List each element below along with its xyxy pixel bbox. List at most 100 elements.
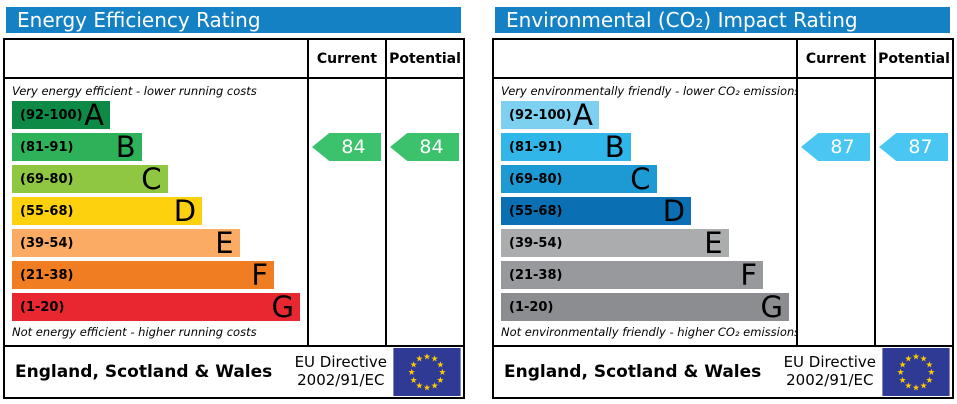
band-row-a: (92-100) A bbox=[12, 97, 110, 132]
current-column-header: Current bbox=[796, 40, 874, 77]
svg-text:★: ★ bbox=[899, 360, 907, 370]
eu-directive-label: EU Directive 2002/91/EC bbox=[295, 354, 387, 389]
svg-text:★: ★ bbox=[897, 368, 905, 378]
band-range-label: (1-20) bbox=[20, 299, 65, 315]
band-row-a: (92-100) A bbox=[501, 97, 599, 132]
rating-bands: (92-100) A (81-91) B (69-80) C (55-68) D (39… bbox=[501, 97, 789, 324]
band-letter: A bbox=[573, 97, 593, 132]
band-range-label: (55-68) bbox=[20, 203, 74, 219]
eu-directive-line1: EU Directive bbox=[294, 353, 387, 372]
band-letter: G bbox=[271, 289, 294, 324]
band-range-label: (69-80) bbox=[20, 171, 74, 187]
header-spacer bbox=[494, 40, 796, 77]
svg-text:★: ★ bbox=[920, 355, 928, 365]
band-row-e: (39-54) E bbox=[12, 228, 240, 257]
current-rating-value: 87 bbox=[830, 136, 855, 158]
svg-text:★: ★ bbox=[423, 353, 431, 363]
band-range-label: (69-80) bbox=[509, 171, 563, 187]
svg-text:★: ★ bbox=[410, 360, 418, 370]
svg-text:★: ★ bbox=[438, 368, 446, 378]
table-footer: England, Scotland & Wales EU Directive 2… bbox=[5, 345, 463, 397]
svg-text:★: ★ bbox=[925, 360, 933, 370]
caption-bottom: Not energy efficient - higher running co… bbox=[12, 325, 257, 339]
svg-text:★: ★ bbox=[410, 376, 418, 386]
caption-bottom: Not environmentally friendly - higher CO… bbox=[501, 325, 796, 339]
band-row-d: (55-68) D bbox=[501, 193, 692, 228]
band-row-f: (21-38) F bbox=[12, 257, 275, 292]
rating-body: Very energy efficient - lower running co… bbox=[5, 79, 463, 345]
svg-text:★: ★ bbox=[912, 353, 920, 363]
table-header-row: Current Potential bbox=[5, 40, 463, 79]
energy-panel-title: Energy Efficiency Rating bbox=[6, 7, 461, 33]
band-row-d: (55-68) D bbox=[12, 193, 203, 228]
band-letter: G bbox=[760, 289, 783, 324]
eu-flag-bg bbox=[882, 348, 950, 396]
eu-flag-bg bbox=[393, 348, 461, 396]
svg-text:★: ★ bbox=[408, 368, 416, 378]
band-range-label: (39-54) bbox=[509, 235, 563, 251]
caption-top: Very environmentally friendly - lower CO… bbox=[501, 84, 796, 98]
current-rating-value: 84 bbox=[341, 136, 366, 158]
current-value-column: 84 bbox=[307, 79, 385, 345]
band-letter: F bbox=[740, 257, 758, 292]
svg-text:★: ★ bbox=[912, 383, 920, 393]
current-column-header: Current bbox=[307, 40, 385, 77]
potential-column-header: Potential bbox=[874, 40, 952, 77]
band-range-label: (55-68) bbox=[509, 203, 563, 219]
band-range-label: (92-100) bbox=[20, 107, 83, 123]
band-row-g: (1-20) G bbox=[501, 289, 789, 324]
eu-directive-line1: EU Directive bbox=[783, 353, 876, 372]
energy-rating-table: Current Potential Very energy efficient … bbox=[3, 38, 465, 399]
current-value-column: 87 bbox=[796, 79, 874, 345]
band-row-b: (81-91) B bbox=[501, 129, 631, 164]
band-letter: C bbox=[630, 161, 651, 196]
band-letter: C bbox=[141, 161, 162, 196]
band-range-label: (39-54) bbox=[20, 235, 74, 251]
eu-directive-line2: 2002/91/EC bbox=[297, 371, 385, 389]
band-range-label: (1-20) bbox=[509, 299, 554, 315]
table-footer: England, Scotland & Wales EU Directive 2… bbox=[494, 345, 952, 397]
svg-text:★: ★ bbox=[920, 381, 928, 391]
rating-body: Very environmentally friendly - lower CO… bbox=[494, 79, 952, 345]
band-letter: D bbox=[173, 193, 197, 228]
band-row-g: (1-20) G bbox=[12, 289, 300, 324]
eu-flag-icon: ★ ★ ★ ★ ★ ★ ★ ★ ★ ★ ★ ★ bbox=[882, 348, 950, 396]
potential-rating-value: 87 bbox=[908, 136, 933, 158]
svg-text:★: ★ bbox=[904, 355, 912, 365]
svg-text:★: ★ bbox=[436, 376, 444, 386]
eu-flag-icon: ★ ★ ★ ★ ★ ★ ★ ★ ★ ★ ★ ★ bbox=[393, 348, 461, 396]
band-range-label: (92-100) bbox=[509, 107, 572, 123]
svg-text:★: ★ bbox=[436, 360, 444, 370]
svg-text:★: ★ bbox=[415, 355, 423, 365]
potential-rating-value: 84 bbox=[419, 136, 444, 158]
rating-bands: (92-100) A (81-91) B (69-80) C (55-68) D (39… bbox=[12, 97, 300, 324]
svg-text:★: ★ bbox=[925, 376, 933, 386]
band-letter: B bbox=[604, 129, 625, 164]
energy-efficiency-panel: Energy Efficiency Rating Current Potenti… bbox=[3, 7, 465, 399]
band-range-label: (81-91) bbox=[509, 139, 563, 155]
svg-text:★: ★ bbox=[431, 381, 439, 391]
svg-text:★: ★ bbox=[927, 368, 935, 378]
table-header-row: Current Potential bbox=[494, 40, 952, 79]
header-spacer bbox=[5, 40, 307, 77]
eu-directive-label: EU Directive 2002/91/EC bbox=[784, 354, 876, 389]
band-row-e: (39-54) E bbox=[501, 225, 729, 260]
band-row-f: (21-38) F bbox=[501, 257, 764, 292]
band-range-label: (81-91) bbox=[20, 139, 74, 155]
band-letter: E bbox=[704, 225, 723, 260]
band-letter: B bbox=[115, 129, 136, 164]
band-letter: A bbox=[84, 97, 104, 132]
region-label: England, Scotland & Wales bbox=[504, 362, 762, 382]
band-range-label: (21-38) bbox=[509, 267, 563, 283]
current-rating-arrow: 87 bbox=[801, 133, 870, 161]
svg-text:★: ★ bbox=[431, 355, 439, 365]
environmental-panel-title: Environmental (CO₂) Impact Rating bbox=[495, 7, 950, 33]
band-row-c: (69-80) C bbox=[12, 161, 168, 196]
eu-directive-line2: 2002/91/EC bbox=[786, 371, 874, 389]
potential-column-header: Potential bbox=[385, 40, 463, 77]
band-letter: D bbox=[662, 193, 686, 228]
svg-text:★: ★ bbox=[899, 376, 907, 386]
band-letter: F bbox=[251, 257, 269, 292]
band-chart: Very energy efficient - lower running co… bbox=[5, 79, 307, 345]
environmental-impact-panel: Environmental (CO₂) Impact Rating Curren… bbox=[492, 7, 954, 399]
